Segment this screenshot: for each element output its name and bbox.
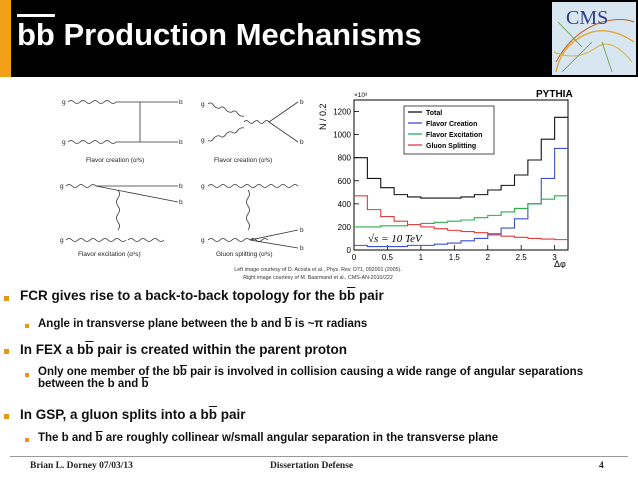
- x-tick-label: 2: [486, 253, 491, 262]
- footer-divider: [10, 456, 628, 457]
- diagram3-g1: g: [60, 183, 64, 190]
- diagram1-g1: g: [62, 99, 66, 106]
- diagram2-b1: b: [300, 99, 304, 106]
- diagram2-g2: g: [201, 137, 205, 144]
- cms-logo-text: CMS: [566, 7, 608, 29]
- bullet-fcr-angle: Angle in transverse plane between the b …: [38, 318, 368, 330]
- bullet-fcr: FCR gives rise to a back-to-back topolog…: [20, 288, 384, 303]
- x-axis-label: Δφ: [554, 259, 566, 268]
- diagram2-b2: b: [300, 139, 304, 146]
- y-tick-label: 1200: [333, 108, 351, 117]
- credit-line-1: Left image courtesy of D. Acosta et al.,…: [234, 267, 402, 273]
- diagram-flavor-creation-s: [207, 101, 299, 143]
- series-line-total: [354, 116, 568, 199]
- bullet-marker: [25, 438, 29, 442]
- bullet-gsp-detail: The b and b are roughly collinear w/smal…: [38, 432, 499, 444]
- title-rest: Production Mechanisms: [54, 17, 422, 52]
- diagram3-b1: b: [179, 183, 183, 190]
- label-flavor-creation: Flavor creation (α³s): [86, 157, 144, 164]
- x-tick-label: 0: [352, 253, 357, 262]
- legend-entry: Gluon Splitting: [426, 143, 476, 150]
- diagram1-b1: b: [179, 99, 183, 106]
- x-tick-label: 1: [419, 253, 424, 262]
- x-tick-label: 2.5: [516, 253, 528, 262]
- bullet-gsp: In GSP, a gluon splits into a bb pair: [20, 407, 246, 422]
- series-line-flavor-excitation: [354, 195, 568, 228]
- diagram3-g2: g: [60, 237, 64, 244]
- diagram-gluon-splitting: [207, 184, 299, 249]
- diagram4-b1: b: [300, 227, 304, 234]
- chart-title: PYTHIA: [536, 89, 573, 100]
- y-tick-label: 400: [338, 200, 352, 209]
- footer-center: Dissertation Defense: [270, 461, 354, 471]
- feynman-diagrams: g g b b Flavor creation (α³s) g g b b Fl…: [60, 99, 304, 258]
- y-tick-label: 600: [338, 177, 352, 186]
- bullet-marker: [4, 349, 9, 354]
- diagram3-b2: b: [179, 199, 183, 206]
- y-tick-label: 0: [347, 246, 352, 255]
- legend-entry: Flavor Creation: [426, 121, 477, 128]
- chart-annotation: √s = 10 TeV: [368, 233, 423, 245]
- bullet-marker: [4, 414, 9, 419]
- diagram1-b2: b: [179, 139, 183, 146]
- label-gluon-splitting: Gluon splitting (α³s): [216, 251, 273, 258]
- title-accent-stripe: [0, 0, 11, 77]
- y-tick-label: 800: [338, 154, 352, 163]
- legend-entry: Total: [426, 110, 442, 117]
- diagram1-g2: g: [62, 139, 66, 146]
- cms-logo: CMS: [552, 2, 636, 75]
- legend-box: [403, 105, 495, 155]
- credit-line-2: Right image courtesy of M. Baarmand et a…: [243, 275, 393, 281]
- label-flavor-excitation: Flavor excitation (α³s): [78, 251, 141, 258]
- diagram4-g2: g: [201, 237, 205, 244]
- y-axis-label: N / 0.2: [318, 103, 328, 130]
- diagram4-b2: b: [300, 245, 304, 252]
- y-tick-label: 200: [338, 223, 352, 232]
- x-tick-label: 3: [552, 253, 557, 262]
- diagram2-g1: g: [201, 101, 205, 108]
- footer-page-number: 4: [599, 461, 604, 471]
- legend-entry: Flavor Excitation: [426, 132, 482, 139]
- pythia-delta-phi-chart: PYTHIA ×10³ N / 0.2 Δφ √s = 10 TeV 0 200 4…: [318, 89, 573, 268]
- y-multiplier: ×10³: [354, 92, 368, 99]
- diagram-flavor-excitation: [65, 184, 179, 242]
- bullet-fex-detail: Only one member of the bb pair is involv…: [38, 366, 584, 390]
- x-tick-label: 0.5: [382, 253, 394, 262]
- title-bar: bb Production Mechanisms CMS: [0, 0, 638, 77]
- diagram4-g1: g: [201, 183, 205, 190]
- y-tick-label: 1000: [333, 131, 351, 140]
- slide-title: bb Production Mechanisms: [17, 17, 422, 53]
- label-flavor-creation-2: Flavor creation (α³s): [214, 157, 272, 164]
- footer-author: Brian L. Dorney 07/03/13: [30, 461, 133, 471]
- x-tick-label: 1.5: [449, 253, 461, 262]
- bullet-marker: [25, 324, 29, 328]
- bullet-fex: In FEX a bb pair is created within the p…: [20, 342, 348, 357]
- bullet-marker: [4, 296, 9, 301]
- bullet-marker: [25, 373, 29, 377]
- diagram-flavor-creation-box: [67, 100, 178, 144]
- series-line-gluon-splitting: [354, 195, 568, 241]
- title-bb: bb: [17, 17, 55, 52]
